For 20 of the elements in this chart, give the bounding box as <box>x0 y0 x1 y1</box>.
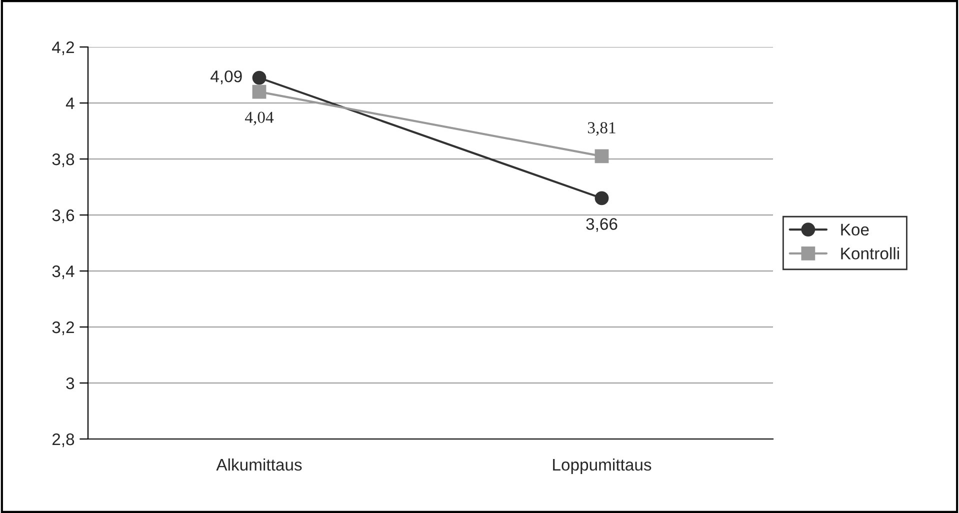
y-tick-label: 3,8 <box>52 153 74 168</box>
y-tick-label: 3,2 <box>52 321 74 336</box>
y-tick-label: 4 <box>66 98 74 110</box>
y-tick-label: 2,8 <box>52 433 74 448</box>
point <box>252 84 266 99</box>
legend-label: Kontrolli <box>841 247 899 260</box>
point <box>594 191 609 206</box>
point <box>594 149 609 164</box>
legend-label: Koe <box>841 224 869 236</box>
data-label: 3,66 <box>586 218 618 232</box>
y-tick-label: 3,4 <box>52 265 74 280</box>
data-label: 3,81 <box>588 122 616 136</box>
y-tick-label: 3,6 <box>52 209 74 224</box>
data-label: 4,09 <box>210 70 242 84</box>
x-tick-label: Loppumittaus <box>553 458 652 474</box>
y-tick-label: 4,2 <box>52 41 74 56</box>
y-tick-label: 3 <box>66 377 74 390</box>
data-label: 4,04 <box>244 112 274 126</box>
x-tick-label: Alkumittaus <box>216 458 302 471</box>
point <box>252 70 266 85</box>
